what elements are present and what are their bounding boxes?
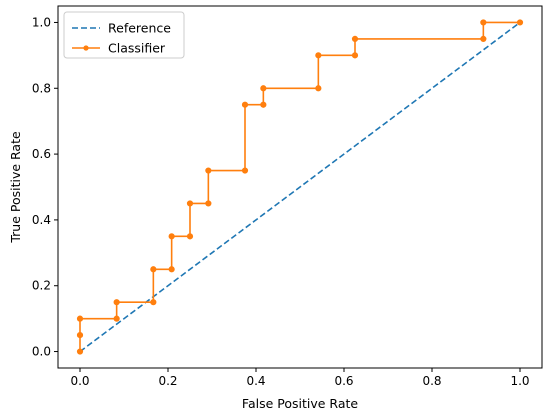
data-point	[315, 85, 322, 92]
y-axis-label: True Positive Rate	[8, 131, 23, 244]
x-axis-ticks: 0.0 0.2 0.4 0.6 0.8 1.0	[70, 368, 530, 388]
data-point	[205, 167, 212, 174]
data-point	[76, 331, 84, 339]
data-point	[315, 52, 322, 59]
data-point	[150, 299, 157, 306]
data-point	[76, 315, 84, 322]
legend-box	[63, 11, 185, 59]
data-point	[351, 52, 359, 59]
data-point	[516, 19, 524, 26]
data-point	[480, 35, 487, 43]
x-tick-label: 0.2	[158, 374, 177, 388]
y-tick-label: 1.0	[32, 15, 51, 29]
data-point	[186, 233, 194, 240]
plot-area	[57, 5, 543, 369]
data-point	[186, 200, 194, 207]
legend: Reference Classifier	[63, 11, 185, 59]
x-tick-label: 0.6	[334, 374, 353, 388]
legend-label-classifier: Classifier	[108, 41, 166, 56]
data-point	[351, 35, 359, 43]
data-point	[113, 299, 120, 306]
data-point	[113, 315, 120, 322]
data-point	[168, 233, 175, 240]
x-tick-label: 1.0	[510, 374, 529, 388]
data-point	[150, 266, 157, 273]
y-tick-label: 0.0	[32, 345, 51, 359]
data-point	[480, 19, 487, 26]
legend-label-reference: Reference	[108, 21, 171, 36]
plot-frame	[57, 5, 543, 369]
x-tick-label: 0.8	[422, 374, 441, 388]
data-point	[241, 101, 249, 108]
y-tick-label: 0.4	[32, 213, 51, 227]
y-tick-label: 0.6	[32, 147, 51, 161]
x-tick-label: 0.4	[246, 374, 265, 388]
data-point	[241, 167, 249, 174]
data-point	[205, 200, 212, 207]
x-axis-label: False Positive Rate	[242, 396, 358, 411]
y-tick-label: 0.2	[32, 279, 51, 293]
y-tick-label: 0.8	[32, 81, 51, 95]
x-tick-label: 0.0	[70, 374, 89, 388]
legend-marker	[83, 45, 89, 51]
y-axis-ticks: 0.0 0.2 0.4 0.6 0.8 1.0	[32, 15, 58, 359]
data-point	[260, 85, 267, 92]
data-point	[260, 101, 267, 108]
data-point	[76, 348, 84, 355]
data-point	[168, 266, 175, 273]
